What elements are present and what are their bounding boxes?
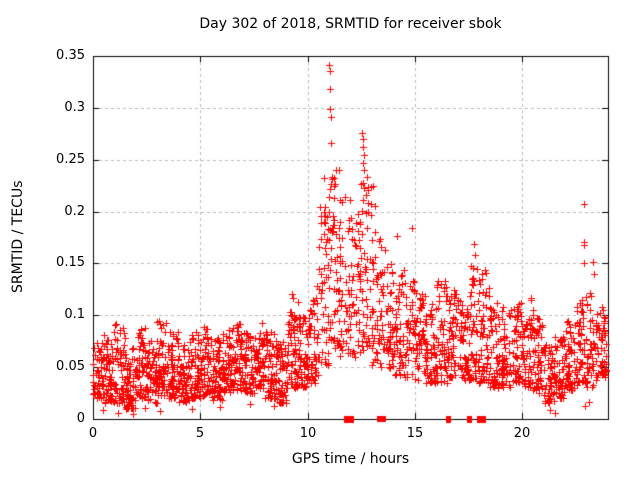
x-tick-label: 10 bbox=[299, 426, 317, 441]
y-tick-label: 0.2 bbox=[64, 204, 85, 219]
x-tick-label: 20 bbox=[513, 426, 531, 441]
x-tick-label: 15 bbox=[406, 426, 424, 441]
x-axis-label: GPS time / hours bbox=[291, 451, 410, 467]
y-tick-label: 0.3 bbox=[64, 100, 85, 115]
chart-title: Day 302 of 2018, SRMTID for receiver sbo… bbox=[199, 16, 502, 32]
y-tick-label: 0.05 bbox=[56, 359, 85, 374]
x-tick-label: 5 bbox=[195, 426, 205, 441]
x-tick-label: 0 bbox=[88, 426, 98, 441]
y-tick-label: 0.1 bbox=[64, 307, 85, 322]
y-tick-label: 0.35 bbox=[56, 48, 85, 63]
y-tick-label: 0 bbox=[76, 411, 85, 426]
y-tick-label: 0.15 bbox=[56, 255, 85, 270]
y-tick-label: 0.25 bbox=[56, 152, 85, 167]
